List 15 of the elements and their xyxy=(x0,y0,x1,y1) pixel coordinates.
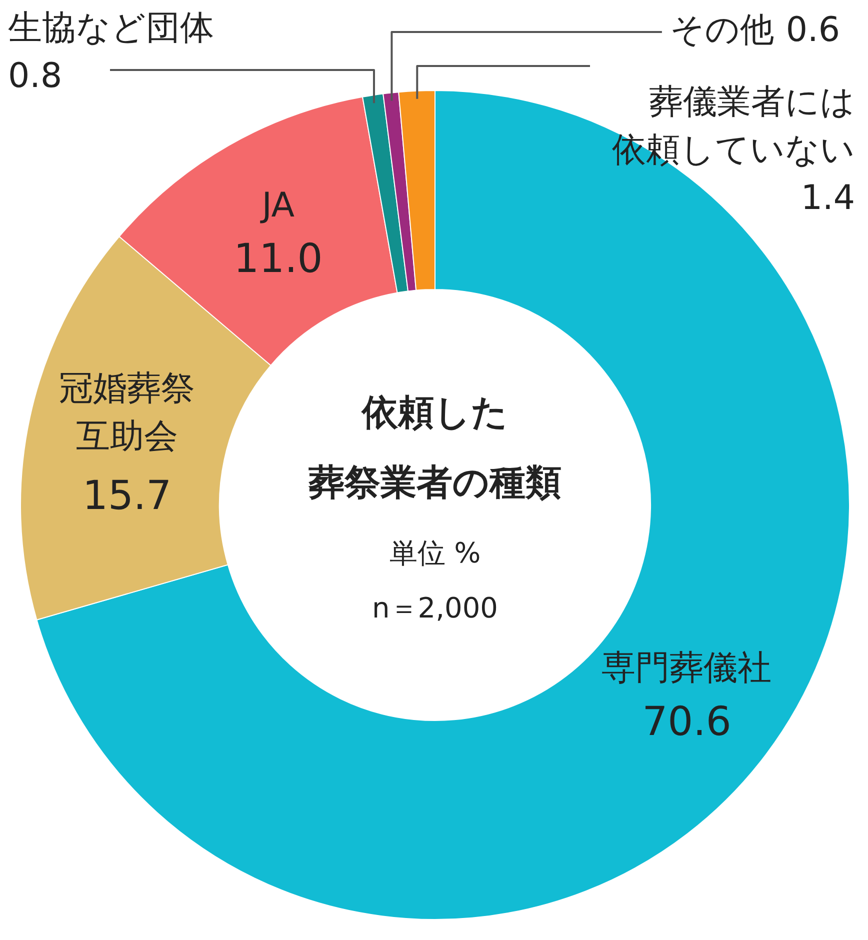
data-label: 70.6 xyxy=(642,698,732,745)
data-label: 0.6 xyxy=(786,10,840,50)
data-label: 1.4 xyxy=(800,178,855,218)
text: 単位 % xyxy=(389,536,481,570)
data-label: 15.7 xyxy=(82,473,172,520)
slice-label: 冠婚葬祭互助会 xyxy=(59,368,196,457)
data-label: 0.8 xyxy=(8,56,62,96)
data-label: 11.0 xyxy=(234,236,323,282)
slice-label: 葬儀業者には依頼していない xyxy=(612,82,855,170)
text: 依頼した葬祭業者の種類 xyxy=(308,392,562,504)
slice-label: 生協など団体 xyxy=(8,8,214,48)
text: n＝2,000 xyxy=(372,591,498,624)
slice-label: その他 xyxy=(670,10,774,50)
slice-label: JA xyxy=(260,186,295,226)
slice-label: 専門葬儀社 xyxy=(602,648,772,688)
